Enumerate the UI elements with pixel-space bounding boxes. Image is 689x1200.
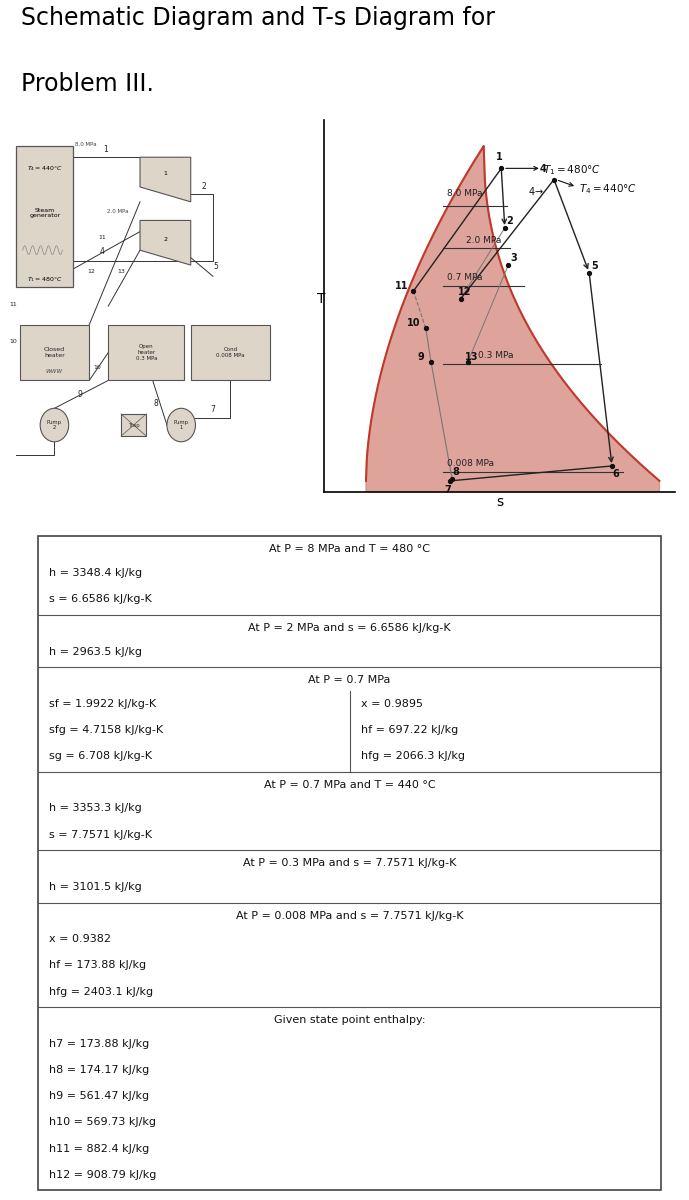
FancyBboxPatch shape — [121, 414, 146, 437]
FancyBboxPatch shape — [19, 324, 90, 380]
Text: Schematic Diagram and T-s Diagram for: Schematic Diagram and T-s Diagram for — [21, 6, 495, 30]
Text: hf = 173.88 kJ/kg: hf = 173.88 kJ/kg — [49, 960, 146, 971]
Text: h = 3353.3 kJ/kg: h = 3353.3 kJ/kg — [49, 804, 142, 814]
Text: 8.0 MPa: 8.0 MPa — [75, 142, 97, 148]
Text: h8 = 174.17 kJ/kg: h8 = 174.17 kJ/kg — [49, 1066, 150, 1075]
Text: 7: 7 — [210, 406, 216, 414]
Text: $4\!\rightarrow$: $4\!\rightarrow$ — [528, 185, 544, 197]
Text: 1: 1 — [103, 145, 107, 154]
Text: hf = 697.22 kJ/kg: hf = 697.22 kJ/kg — [361, 725, 458, 734]
Text: h10 = 569.73 kJ/kg: h10 = 569.73 kJ/kg — [49, 1117, 156, 1127]
Circle shape — [40, 408, 69, 442]
Text: 12: 12 — [87, 269, 95, 274]
FancyBboxPatch shape — [108, 324, 185, 380]
Text: sg = 6.708 kJ/kg-K: sg = 6.708 kJ/kg-K — [49, 751, 152, 761]
Text: At P = 0.7 MPa and T = 440 °C: At P = 0.7 MPa and T = 440 °C — [264, 780, 435, 790]
Text: 5: 5 — [591, 260, 598, 271]
Text: At P = 0.7 MPa: At P = 0.7 MPa — [309, 676, 391, 685]
Text: hfg = 2066.3 kJ/kg: hfg = 2066.3 kJ/kg — [361, 751, 465, 761]
Text: 4: 4 — [99, 247, 105, 256]
Text: Pump
1: Pump 1 — [174, 420, 189, 431]
Circle shape — [167, 408, 196, 442]
Text: s = 7.7571 kJ/kg-K: s = 7.7571 kJ/kg-K — [49, 829, 152, 840]
Text: 1: 1 — [163, 172, 167, 176]
Text: h = 3348.4 kJ/kg: h = 3348.4 kJ/kg — [49, 568, 142, 578]
Polygon shape — [140, 157, 191, 202]
Text: 0.3 MPa: 0.3 MPa — [478, 350, 514, 360]
Text: 11: 11 — [10, 302, 17, 307]
Text: sf = 1.9922 kJ/kg-K: sf = 1.9922 kJ/kg-K — [49, 698, 156, 709]
Text: 2.0 MPa: 2.0 MPa — [107, 209, 129, 214]
Text: sfg = 4.7158 kJ/kg-K: sfg = 4.7158 kJ/kg-K — [49, 725, 163, 734]
Polygon shape — [366, 146, 659, 492]
Text: 6: 6 — [612, 469, 619, 479]
Text: s = 6.6586 kJ/kg-K: s = 6.6586 kJ/kg-K — [49, 594, 152, 604]
X-axis label: s: s — [496, 494, 503, 509]
Text: 1: 1 — [496, 151, 503, 162]
Text: $T_4=440°C$: $T_4=440°C$ — [27, 164, 63, 173]
Text: 8: 8 — [154, 400, 158, 408]
Text: 3: 3 — [511, 253, 517, 263]
Text: www: www — [45, 368, 63, 374]
Text: h11 = 882.4 kJ/kg: h11 = 882.4 kJ/kg — [49, 1144, 150, 1153]
Text: 13: 13 — [465, 352, 479, 361]
Text: 5: 5 — [214, 262, 218, 271]
FancyBboxPatch shape — [191, 324, 270, 380]
Text: hfg = 2403.1 kJ/kg: hfg = 2403.1 kJ/kg — [49, 986, 153, 996]
Text: 2: 2 — [201, 182, 206, 191]
Text: 10: 10 — [407, 318, 421, 329]
Text: 0.008 MPa: 0.008 MPa — [447, 458, 494, 468]
Text: 11: 11 — [395, 281, 409, 292]
Text: h7 = 173.88 kJ/kg: h7 = 173.88 kJ/kg — [49, 1039, 150, 1049]
Text: 10: 10 — [93, 365, 101, 371]
Text: Pump
2: Pump 2 — [47, 420, 62, 431]
Text: At P = 0.3 MPa and s = 7.7571 kJ/kg-K: At P = 0.3 MPa and s = 7.7571 kJ/kg-K — [243, 858, 456, 869]
Text: x = 0.9382: x = 0.9382 — [49, 935, 111, 944]
Text: 9: 9 — [418, 352, 424, 361]
Text: 11: 11 — [98, 235, 106, 240]
Text: Trap: Trap — [127, 422, 140, 427]
Text: Cond
0.008 MPa: Cond 0.008 MPa — [216, 347, 245, 358]
Text: h9 = 561.47 kJ/kg: h9 = 561.47 kJ/kg — [49, 1091, 150, 1102]
Text: 8.0 MPa: 8.0 MPa — [447, 190, 482, 198]
Text: At P = 0.008 MPa and s = 7.7571 kJ/kg-K: At P = 0.008 MPa and s = 7.7571 kJ/kg-K — [236, 911, 464, 920]
Text: 7: 7 — [444, 485, 451, 494]
Text: At P = 8 MPa and T = 480 °C: At P = 8 MPa and T = 480 °C — [269, 545, 430, 554]
Text: 10: 10 — [10, 340, 17, 344]
Text: Open
heater
0.3 MPa: Open heater 0.3 MPa — [136, 344, 157, 361]
Text: 8: 8 — [453, 467, 460, 478]
Text: Problem III.: Problem III. — [21, 72, 154, 96]
Text: 0.7 MPa: 0.7 MPa — [447, 272, 482, 282]
Text: $T_1=480°C$: $T_1=480°C$ — [27, 276, 63, 284]
Text: 2: 2 — [506, 216, 513, 226]
Text: h12 = 908.79 kJ/kg: h12 = 908.79 kJ/kg — [49, 1170, 156, 1180]
Text: $T_1=480°C$: $T_1=480°C$ — [544, 163, 601, 178]
FancyBboxPatch shape — [17, 146, 74, 287]
Text: Given state point enthalpy:: Given state point enthalpy: — [274, 1015, 425, 1025]
Text: 9: 9 — [77, 390, 82, 400]
Text: 4: 4 — [540, 164, 547, 174]
Polygon shape — [140, 221, 191, 265]
Y-axis label: T: T — [317, 292, 325, 306]
Text: Steam
generator: Steam generator — [30, 208, 61, 218]
Text: At P = 2 MPa and s = 6.6586 kJ/kg-K: At P = 2 MPa and s = 6.6586 kJ/kg-K — [248, 623, 451, 632]
Text: $T_4=440°C$: $T_4=440°C$ — [579, 182, 637, 196]
Text: 2: 2 — [163, 236, 167, 241]
Text: h = 3101.5 kJ/kg: h = 3101.5 kJ/kg — [49, 882, 142, 892]
Text: x = 0.9895: x = 0.9895 — [361, 698, 423, 709]
Text: 12: 12 — [458, 287, 472, 296]
Text: 13: 13 — [117, 269, 125, 274]
Text: 2.0 MPa: 2.0 MPa — [466, 235, 502, 245]
Text: h = 2963.5 kJ/kg: h = 2963.5 kJ/kg — [49, 647, 142, 656]
Text: Closed
heater: Closed heater — [44, 347, 65, 358]
